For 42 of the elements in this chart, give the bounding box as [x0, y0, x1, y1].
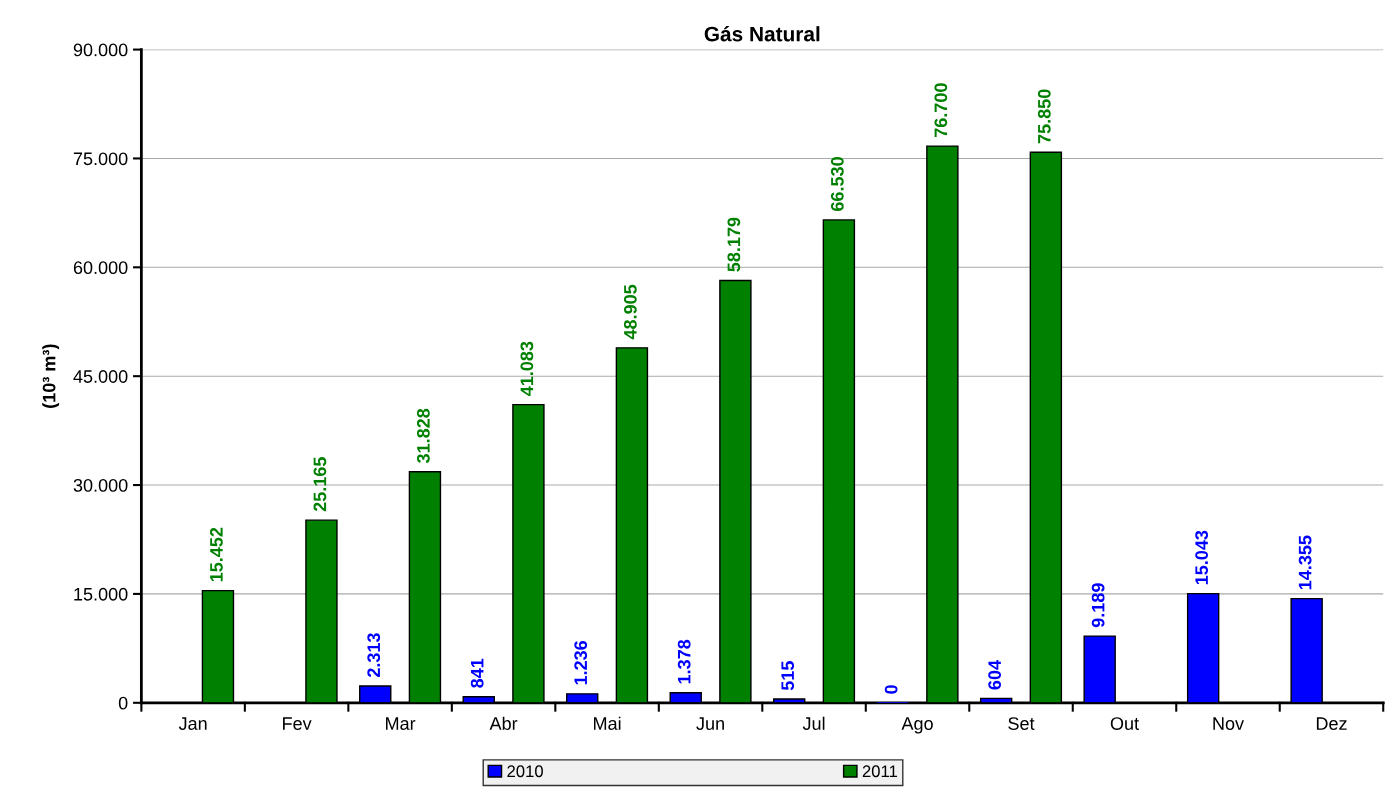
data-label: 1.236	[574, 640, 588, 685]
data-label: 9.189	[1091, 583, 1105, 628]
data-label: 15.452	[210, 527, 223, 582]
data-label: 75.850	[1037, 89, 1051, 144]
x-tick-label: Out	[1110, 717, 1139, 730]
y-tick-label: 45.000	[73, 370, 128, 383]
x-tick-label: Mar	[386, 717, 416, 730]
legend-label: 2011	[862, 765, 897, 778]
y-tick-label: 30.000	[73, 478, 128, 492]
y-tick-label: 15.000	[74, 587, 128, 601]
data-label: 48.905	[623, 284, 637, 340]
y-tick-label: 90.000	[73, 43, 128, 57]
x-tick-label: Jun	[696, 717, 724, 730]
data-label: 76.700	[934, 83, 948, 137]
x-tick-label: Set	[1008, 717, 1035, 730]
data-label: 0	[884, 685, 898, 694]
x-tick-label: Fev	[283, 717, 312, 730]
data-label: 14.355	[1298, 535, 1312, 590]
data-label: 41.083	[520, 341, 534, 397]
x-tick-label: Jan	[178, 717, 207, 730]
y-tick-label: 60.000	[73, 261, 128, 275]
x-tick-label: Nov	[1213, 717, 1244, 730]
x-tick-label: Mai	[594, 716, 621, 730]
data-label: 31.828	[416, 408, 430, 464]
data-label: 1.378	[677, 639, 691, 684]
y-axis-title: (10³ m³)	[42, 344, 60, 408]
chart-title: Gás Natural	[704, 25, 820, 42]
data-label: 515	[781, 661, 795, 691]
data-label: 15.043	[1195, 530, 1209, 585]
data-label: 58.179	[727, 217, 741, 272]
x-tick-label: Abr	[489, 716, 518, 730]
legend-label: 2010	[507, 765, 543, 778]
data-label: 2.313	[367, 633, 381, 678]
y-tick-label: 0	[118, 696, 128, 710]
data-label: 66.530	[830, 157, 844, 211]
x-tick-label: Dez	[1316, 717, 1347, 730]
data-label: 604	[988, 660, 1002, 690]
x-tick-label: Ago	[901, 717, 933, 734]
x-tick-label: Jul	[802, 716, 825, 730]
data-label: 25.165	[313, 457, 327, 512]
y-tick-label: 75.000	[73, 152, 128, 166]
data-label: 841	[470, 658, 484, 688]
